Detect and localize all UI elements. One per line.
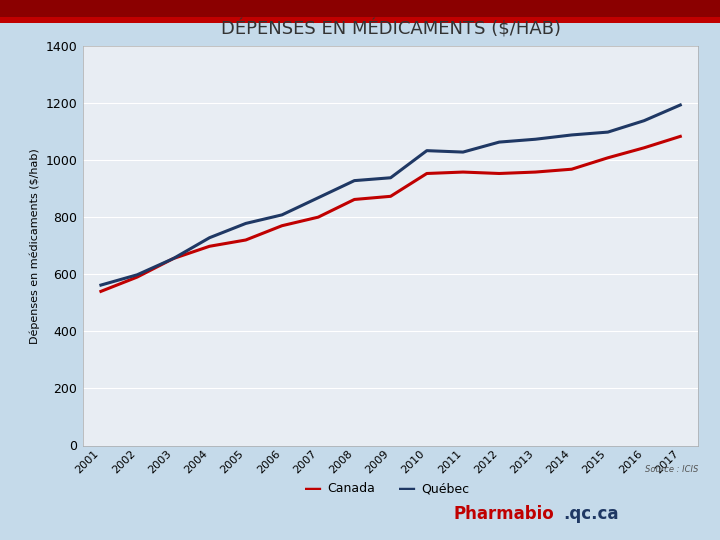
Text: Canada: Canada: [328, 482, 375, 495]
Text: —: —: [397, 480, 416, 498]
Text: Pharmabio: Pharmabio: [454, 505, 554, 523]
Text: —: —: [304, 480, 323, 498]
Text: Québec: Québec: [421, 482, 469, 495]
Text: Source : ICIS: Source : ICIS: [645, 465, 698, 474]
Y-axis label: Dépenses en médicaments ($/hab): Dépenses en médicaments ($/hab): [30, 148, 40, 343]
Title: DÉPENSES EN MÉDICAMENTS ($/HAB): DÉPENSES EN MÉDICAMENTS ($/HAB): [220, 20, 561, 39]
Text: .qc.ca: .qc.ca: [563, 505, 618, 523]
